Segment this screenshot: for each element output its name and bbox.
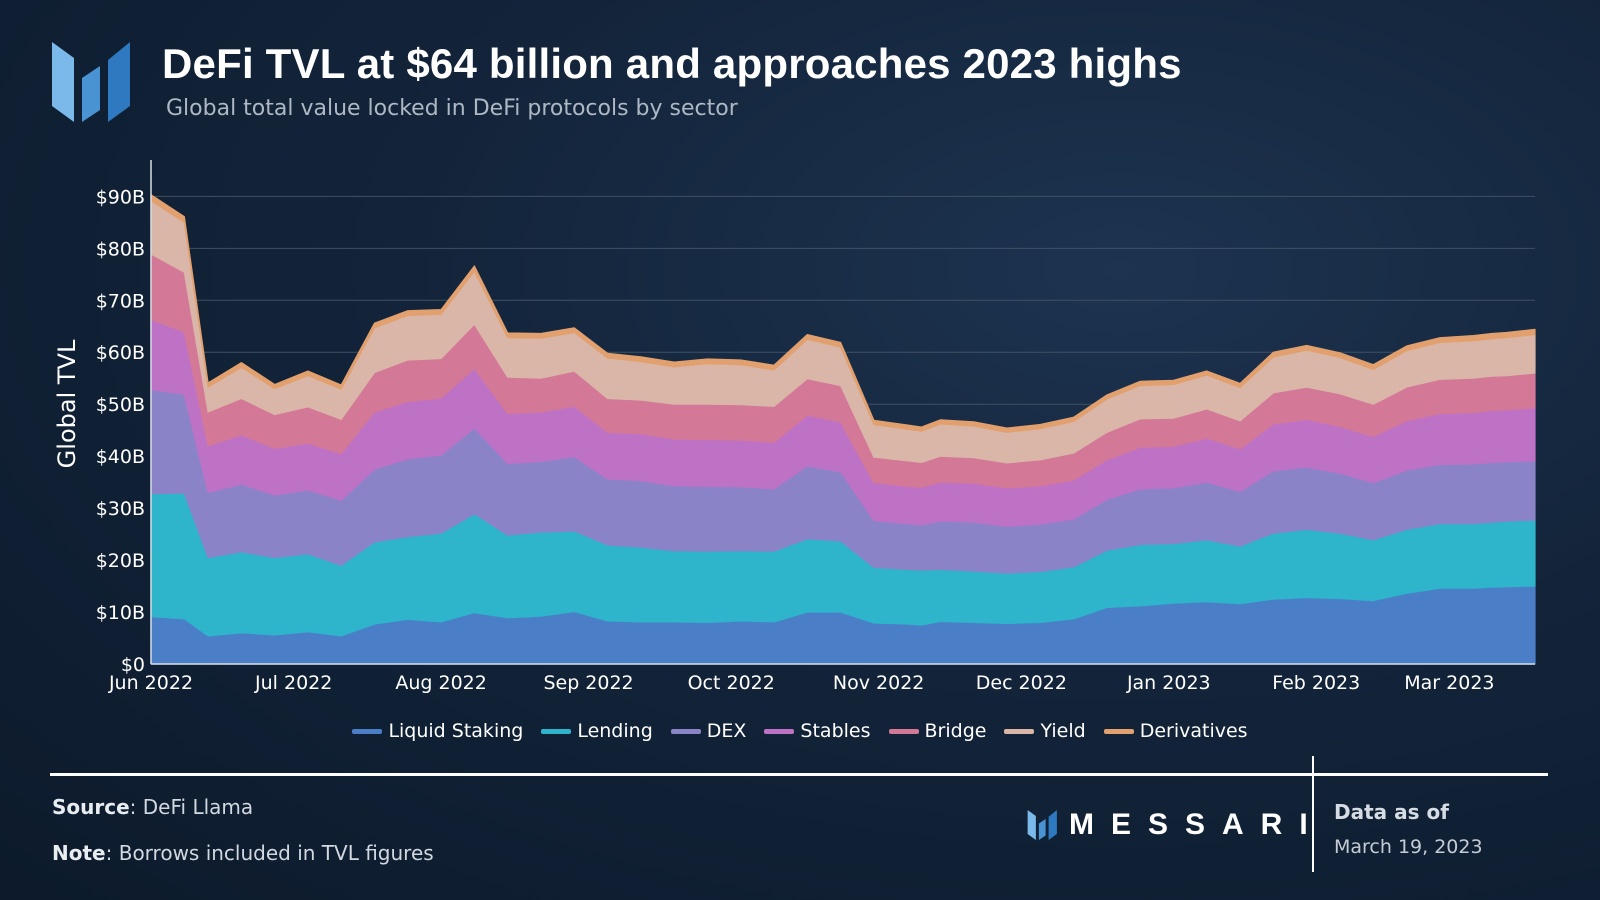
x-tick-label: Mar 2023 [1404,672,1494,694]
legend-item-derivatives[interactable]: Derivatives [1103,720,1248,742]
y-axis-label: Global TVL [53,339,81,468]
legend-swatch [541,728,572,734]
data-as-of-label: Data as of [1334,800,1449,824]
y-tick-label: $30B [96,498,145,520]
legend-swatch [764,728,795,734]
legend-label: Yield [1040,720,1086,742]
y-tick-label: $50B [96,394,145,416]
source-value: DeFi Llama [142,795,254,819]
note-value: Borrows included in TVL figures [118,841,434,865]
note-line: Note: Borrows included in TVL figures [52,841,434,865]
legend-swatch [1004,728,1035,734]
legend-label: Lending [577,720,653,742]
source-line: Source: DeFi Llama [52,795,254,819]
legend-label: Derivatives [1139,720,1248,742]
axes: $0 $10B $20B $30B $40B $50B $60B $70B $80B $90B Ju… [96,160,1535,694]
x-tick-label: Aug 2022 [395,672,487,694]
legend-swatch [670,728,701,734]
page-subtitle: Global total value locked in DeFi protoc… [166,96,738,121]
y-tick-label: $70B [96,290,145,312]
messari-logo-icon [52,42,130,122]
messari-brand: MESSARI [1027,808,1325,842]
area-series [150,194,1536,665]
legend-label: Liquid Staking [388,720,524,742]
y-tick-label: $60B [96,342,145,364]
y-tick-label: $40B [96,446,145,468]
y-tick-label: $80B [96,238,145,260]
legend-swatch [1103,728,1134,734]
tvl-stacked-area-chart: $0 $10B $20B $30B $40B $50B $60B $70B $80B $90B Ju… [53,160,1536,694]
legend-swatch [888,728,919,734]
legend-label: DEX [706,720,747,742]
legend-item-liquid-staking[interactable]: Liquid Staking [352,720,523,742]
y-tick-label: $0 [121,654,145,676]
chart-legend: Liquid Staking Lending DEX Stables Bridge Yie… [0,720,1600,742]
x-tick-label: Jul 2022 [254,672,332,694]
y-tick-label: $90B [96,186,145,208]
footer-vertical-divider [1312,756,1314,872]
source-label: Source [52,795,130,819]
x-tick-label: Nov 2022 [833,672,924,694]
legend-item-dex[interactable]: DEX [670,720,747,742]
x-tick-label: Sep 2022 [543,672,633,694]
legend-label: Bridge [924,720,987,742]
x-tick-label: Dec 2022 [976,672,1067,694]
messari-wordmark: MESSARI [1069,808,1325,841]
legend-item-bridge[interactable]: Bridge [888,720,987,742]
page-title: DeFi TVL at $64 billion and approaches 2… [162,40,1182,87]
legend-item-lending[interactable]: Lending [541,720,653,742]
legend-swatch [352,728,383,734]
legend-label: Stables [800,720,871,742]
area-series-derivatives [150,194,1536,433]
data-as-of-date: March 19, 2023 [1334,836,1483,858]
messari-mark-icon [1027,810,1057,840]
legend-item-stables[interactable]: Stables [764,720,871,742]
x-tick-label: Jun 2022 [108,672,193,694]
footer-divider-line [50,773,1548,776]
note-label: Note [52,841,106,865]
x-tick-label: Jan 2023 [1126,672,1211,694]
y-tick-label: $10B [96,602,145,624]
y-tick-label: $20B [96,550,145,572]
x-tick-label: Feb 2023 [1272,672,1360,694]
x-tick-label: Oct 2022 [688,672,775,694]
legend-item-yield[interactable]: Yield [1004,720,1086,742]
